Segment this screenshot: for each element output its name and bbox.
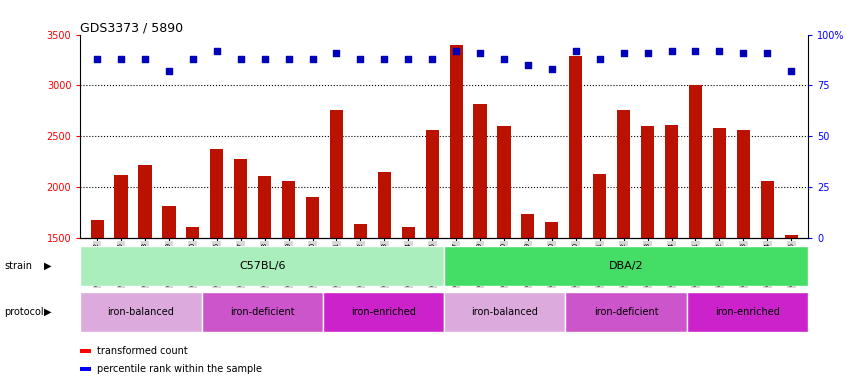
Point (665, 48, 678, 54)
Text: C57BL/6: C57BL/6 (239, 261, 285, 271)
Text: strain: strain (4, 261, 32, 271)
Text: GDS3373 / 5890: GDS3373 / 5890 (80, 21, 184, 34)
Text: iron-balanced: iron-balanced (471, 307, 538, 317)
Point (569, 48, 583, 54)
Bar (306, 197, 319, 384)
Point (114, 56, 128, 62)
Point (282, 56, 295, 62)
Bar (282, 181, 295, 384)
Bar (474, 104, 486, 384)
Text: ▶: ▶ (44, 261, 52, 271)
Point (521, 62, 535, 68)
Point (186, 56, 200, 62)
Bar (593, 174, 607, 384)
Text: percentile rank within the sample: percentile rank within the sample (97, 364, 262, 374)
Point (426, 56, 439, 62)
Bar (91, 220, 104, 384)
Point (402, 56, 415, 62)
Point (305, 56, 319, 62)
Text: transformed count: transformed count (97, 346, 188, 356)
Text: iron-enriched: iron-enriched (715, 307, 780, 317)
Point (449, 48, 463, 54)
Bar (665, 125, 678, 384)
Bar (546, 222, 558, 384)
Point (761, 50, 774, 56)
Point (377, 56, 391, 62)
Text: DBA/2: DBA/2 (609, 261, 643, 271)
Text: ▶: ▶ (44, 307, 52, 317)
Text: iron-deficient: iron-deficient (594, 307, 658, 317)
Bar (258, 176, 272, 384)
Text: iron-enriched: iron-enriched (351, 307, 416, 317)
Point (330, 50, 343, 56)
Point (162, 68, 176, 74)
Bar (641, 126, 654, 384)
Bar (186, 227, 200, 384)
Bar (114, 175, 128, 384)
Bar (330, 110, 343, 384)
Bar (162, 205, 175, 384)
Bar (139, 165, 151, 384)
Point (258, 56, 272, 62)
Text: protocol: protocol (4, 307, 44, 317)
Bar (784, 235, 798, 384)
Point (712, 48, 726, 54)
Point (737, 50, 750, 56)
Bar (713, 128, 726, 384)
Bar (323, 292, 444, 332)
Point (617, 50, 630, 56)
Point (593, 56, 607, 62)
Bar (234, 159, 247, 384)
Bar (687, 292, 808, 332)
Bar (444, 246, 808, 286)
Point (354, 56, 367, 62)
Point (91, 56, 104, 62)
Bar (377, 172, 391, 384)
Bar (402, 227, 415, 384)
Bar (497, 126, 511, 384)
Point (473, 50, 486, 56)
Text: iron-balanced: iron-balanced (107, 307, 174, 317)
Point (689, 48, 702, 54)
Bar (617, 110, 630, 384)
Bar (737, 130, 750, 384)
Point (784, 68, 798, 74)
Bar (80, 292, 201, 332)
Bar (761, 181, 774, 384)
Bar (426, 130, 439, 384)
Bar (569, 56, 582, 384)
Bar (689, 86, 702, 384)
Point (234, 56, 248, 62)
Point (497, 56, 511, 62)
Bar (565, 292, 687, 332)
Text: iron-deficient: iron-deficient (230, 307, 294, 317)
Point (210, 48, 223, 54)
Point (545, 66, 558, 72)
Point (640, 50, 654, 56)
Bar (210, 149, 223, 384)
Point (138, 56, 151, 62)
Bar (201, 292, 323, 332)
Bar (521, 214, 535, 384)
Bar (80, 246, 444, 286)
Bar (354, 224, 367, 384)
Bar (444, 292, 565, 332)
Bar (449, 45, 463, 384)
